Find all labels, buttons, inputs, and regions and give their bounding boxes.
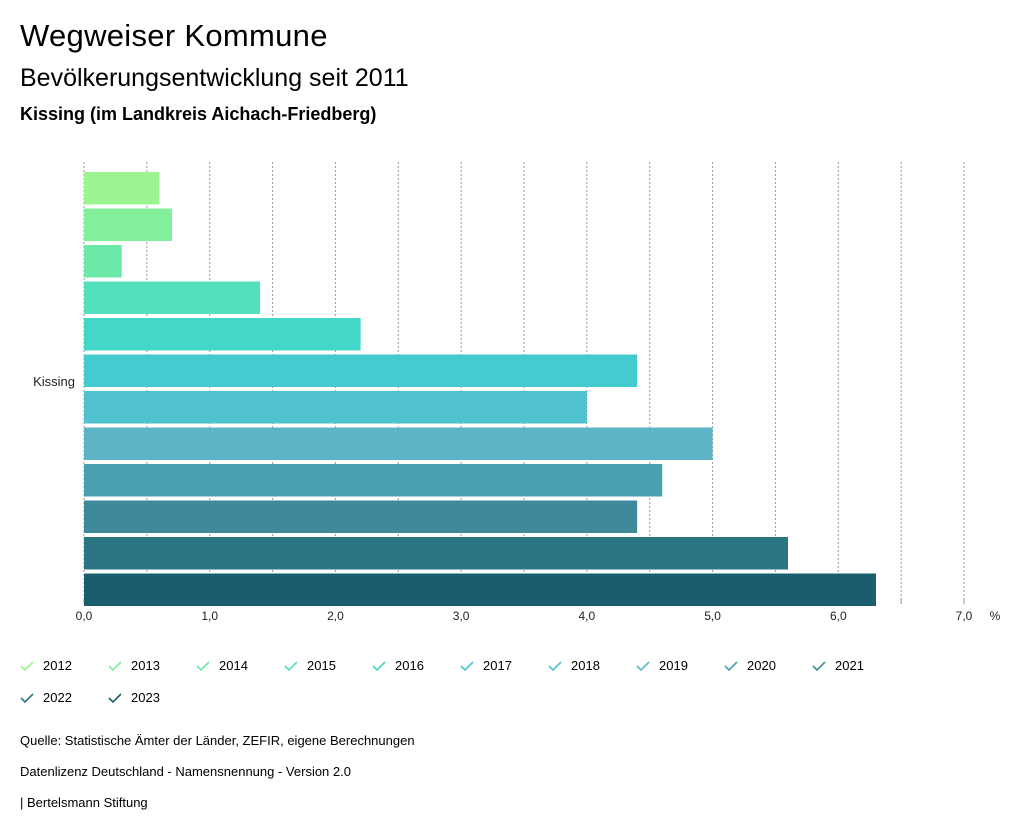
- legend-label: 2013: [131, 658, 160, 673]
- legend-item-2017[interactable]: 2017: [460, 658, 512, 673]
- x-tick-label: 7,0: [956, 609, 973, 623]
- region-label: Kissing (im Landkreis Aichach-Friedberg): [20, 104, 377, 124]
- bar-2022: [84, 537, 788, 570]
- legend-label: 2021: [835, 658, 864, 673]
- legend-item-2018[interactable]: 2018: [548, 658, 600, 673]
- chart-subtitle: Bevölkerungsentwicklung seit 2011: [20, 64, 409, 92]
- bar-2021: [84, 500, 638, 533]
- legend-item-2021[interactable]: 2021: [812, 658, 864, 673]
- legend-item-2013[interactable]: 2013: [108, 658, 160, 673]
- check-icon: [724, 660, 738, 671]
- x-tick-label: 3,0: [453, 609, 470, 623]
- license-note: Datenlizenz Deutschland - Namensnennung …: [20, 764, 351, 779]
- x-tick-label: 0,0: [76, 609, 93, 623]
- check-icon: [636, 660, 650, 671]
- bar-2016: [84, 318, 361, 351]
- x-unit-label: %: [990, 609, 1001, 623]
- legend-item-2014[interactable]: 2014: [196, 658, 248, 673]
- legend-item-2023[interactable]: 2023: [108, 690, 160, 705]
- legend-label: 2012: [43, 658, 72, 673]
- check-icon: [108, 692, 122, 703]
- bar-2015: [84, 281, 260, 314]
- chart-title: Wegweiser Kommune: [20, 18, 328, 53]
- legend-item-2016[interactable]: 2016: [372, 658, 424, 673]
- legend-item-2019[interactable]: 2019: [636, 658, 688, 673]
- check-icon: [460, 660, 474, 671]
- x-tick-label: 2,0: [327, 609, 344, 623]
- check-icon: [284, 660, 298, 671]
- legend-label: 2014: [219, 658, 248, 673]
- x-tick-label: 5,0: [704, 609, 721, 623]
- legend-label: 2017: [483, 658, 512, 673]
- bar-chart: 0,0 1,0 2,0 3,0 4,0 5,0 6,0 7,0 % Kissing: [33, 162, 1001, 623]
- legend-label: 2023: [131, 690, 160, 705]
- check-icon: [812, 660, 826, 671]
- source-note: Quelle: Statistische Ämter der Länder, Z…: [20, 733, 415, 748]
- bar-2019: [84, 427, 713, 460]
- bar-2012: [84, 172, 160, 205]
- check-icon: [20, 692, 34, 703]
- category-label: Kissing: [33, 374, 75, 389]
- legend-item-2020[interactable]: 2020: [724, 658, 776, 673]
- legend-item-2012[interactable]: 2012: [20, 658, 72, 673]
- bar-2014: [84, 245, 122, 278]
- legend-label: 2020: [747, 658, 776, 673]
- legend-label: 2015: [307, 658, 336, 673]
- bar-2023: [84, 573, 876, 606]
- check-icon: [20, 660, 34, 671]
- check-icon: [548, 660, 562, 671]
- legend-label: 2018: [571, 658, 600, 673]
- legend-label: 2016: [395, 658, 424, 673]
- legend-item-2022[interactable]: 2022: [20, 690, 72, 705]
- bar-2020: [84, 464, 663, 497]
- x-tick-label: 6,0: [830, 609, 847, 623]
- legend-item-2015[interactable]: 2015: [284, 658, 336, 673]
- check-icon: [372, 660, 386, 671]
- bar-2018: [84, 391, 587, 424]
- legend-label: 2019: [659, 658, 688, 673]
- check-icon: [108, 660, 122, 671]
- credit-note: | Bertelsmann Stiftung: [20, 795, 148, 810]
- legend-label: 2022: [43, 690, 72, 705]
- check-icon: [196, 660, 210, 671]
- x-tick-label: 1,0: [201, 609, 218, 623]
- bar-2017: [84, 354, 638, 387]
- bar-2013: [84, 208, 172, 241]
- x-tick-label: 4,0: [579, 609, 596, 623]
